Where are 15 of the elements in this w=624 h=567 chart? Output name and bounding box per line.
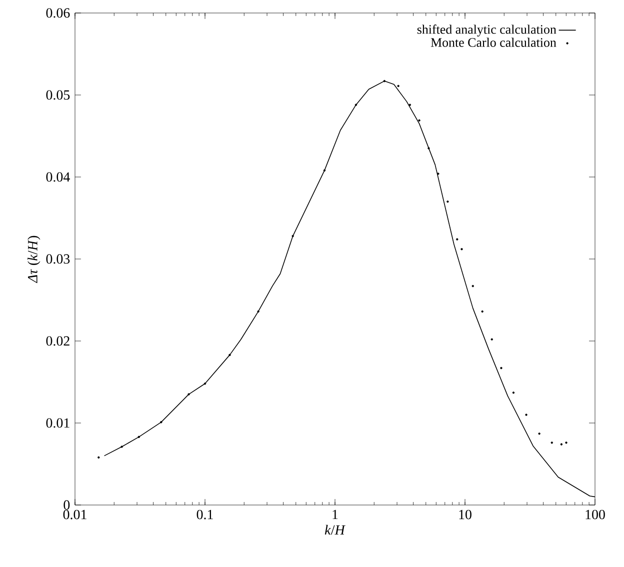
x-tick-label: 1: [332, 510, 338, 520]
y-tick-label: 0.06: [46, 8, 70, 18]
y-tick-label: 0.03: [46, 254, 70, 264]
y-tick-label: 0.05: [46, 90, 70, 100]
y-tick-label: 0.02: [46, 336, 70, 346]
y-tick-label: 0.01: [46, 418, 70, 428]
legend-label: shifted analytic calculation: [417, 24, 556, 36]
x-tick-label: 10: [459, 510, 472, 520]
x-axis-title: k/H: [324, 524, 346, 535]
x-tick-label: 0.1: [196, 510, 213, 520]
legend-label: Monte Carlo calculation: [430, 38, 556, 47]
y-tick-label: 0.04: [46, 172, 70, 182]
x-tick-label: 100: [586, 510, 605, 520]
x-tick-label: 0.01: [63, 510, 86, 520]
y-tick-label: 0: [64, 500, 70, 510]
